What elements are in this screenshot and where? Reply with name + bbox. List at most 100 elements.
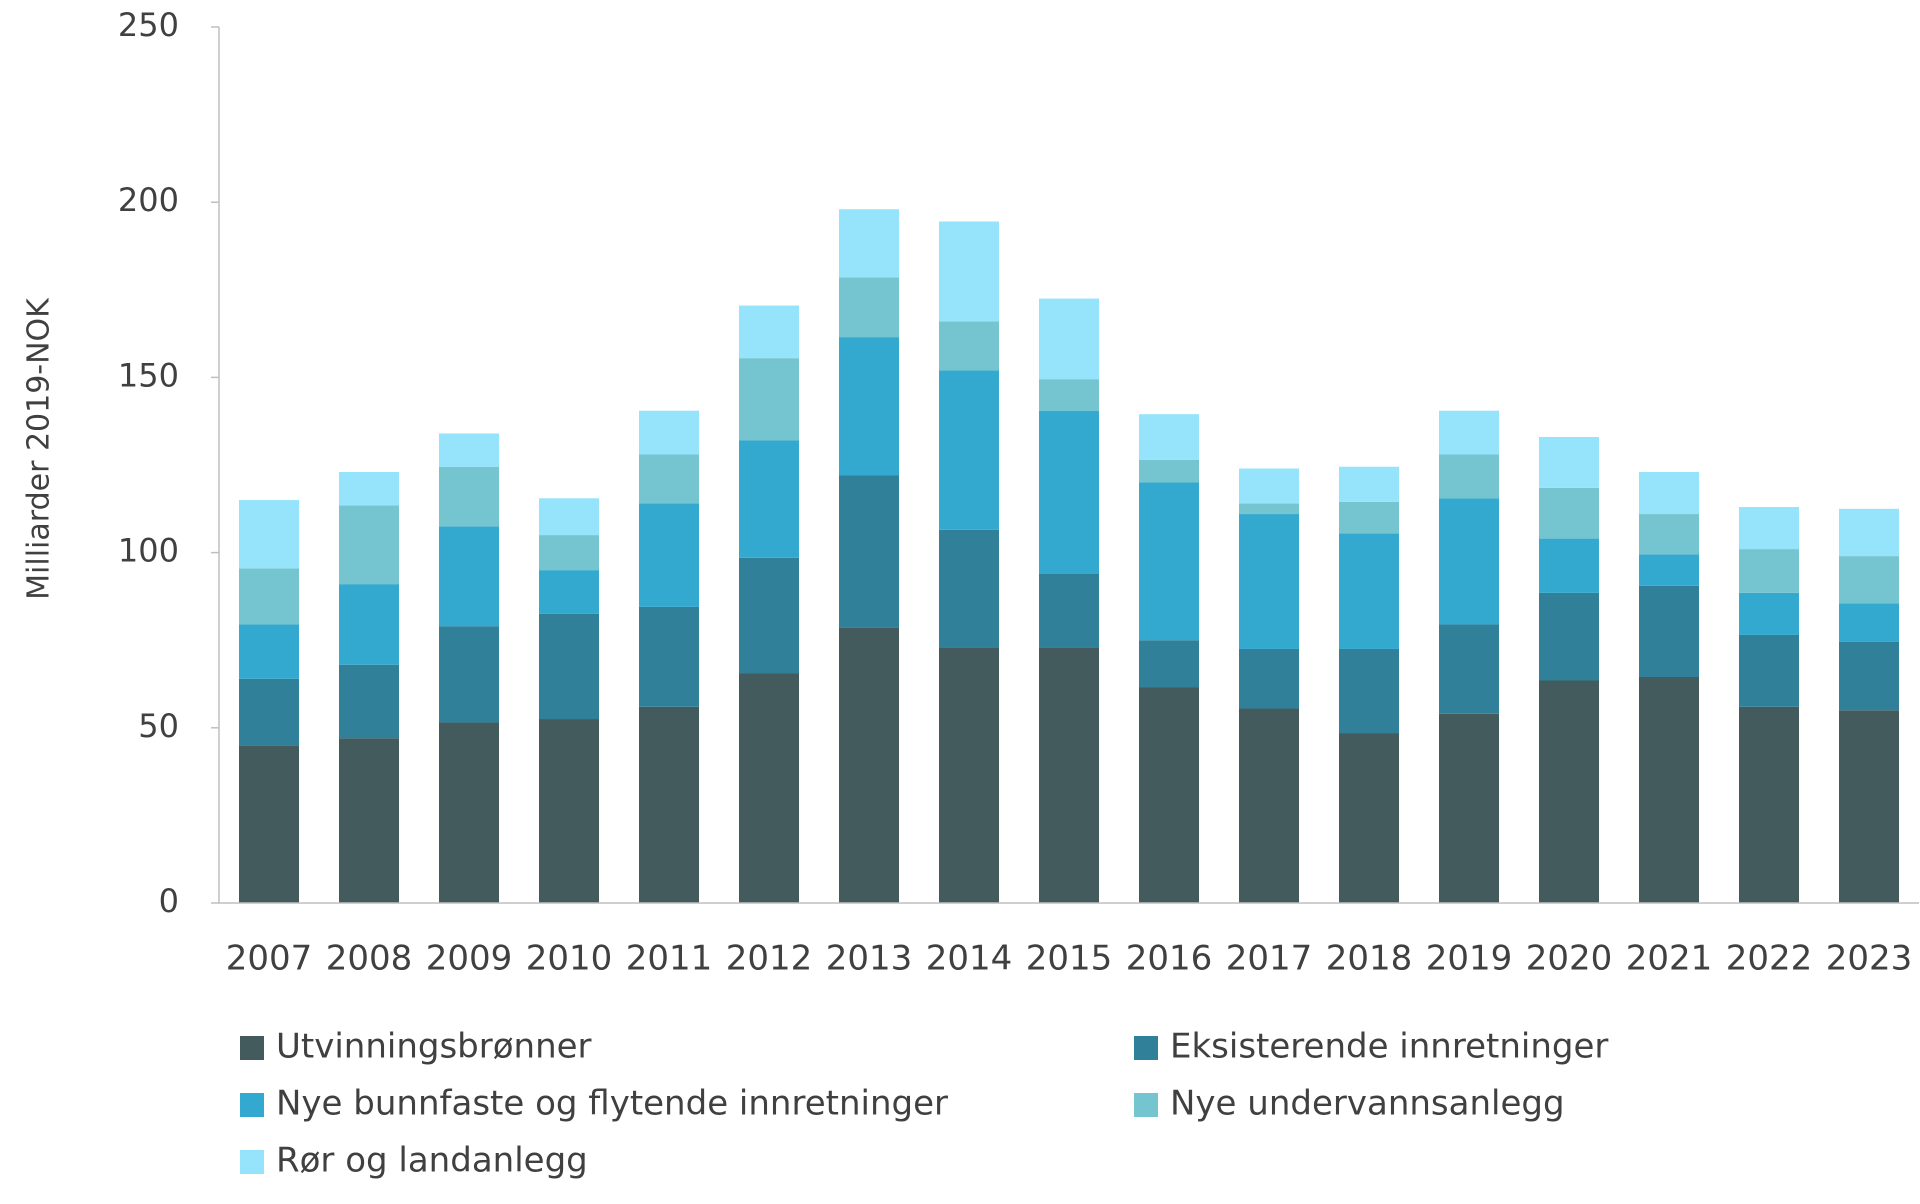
bar-segment: [839, 475, 899, 628]
bar-segment: [1339, 466, 1399, 502]
x-tick-label: 2022: [1726, 939, 1813, 979]
bar-segment: [1739, 634, 1799, 707]
bar-segment: [1439, 410, 1499, 455]
bar-segment: [1039, 647, 1099, 903]
legend-label: Nye bunnfaste og flytende innretninger: [276, 1084, 948, 1124]
y-tick-label: 150: [118, 356, 179, 394]
bar-segment: [939, 370, 999, 530]
bar-segment: [339, 505, 399, 585]
legend-swatch: [240, 1150, 264, 1174]
bar-segment: [539, 570, 599, 614]
bar-segment: [1839, 710, 1899, 903]
bar-segment: [239, 500, 299, 569]
legend-swatch: [240, 1036, 264, 1060]
bar-segment: [1139, 459, 1199, 483]
x-tick-label: 2008: [326, 939, 413, 979]
bar-segment: [1639, 676, 1699, 903]
y-tick-label: 200: [118, 181, 179, 219]
legend-swatch: [1134, 1093, 1158, 1117]
bar-segment: [539, 719, 599, 903]
x-tick-label: 2023: [1826, 939, 1913, 979]
bar-segment: [1539, 538, 1599, 593]
bar-segment: [1639, 514, 1699, 555]
y-tick-label: 0: [159, 882, 179, 920]
bar-segment: [1039, 573, 1099, 648]
bar-segment: [1239, 648, 1299, 709]
x-tick-label: 2020: [1526, 939, 1613, 979]
bar-segment: [1339, 533, 1399, 649]
bar-segment: [239, 624, 299, 679]
bar-segment: [639, 606, 699, 707]
legend-label: Utvinningsbrønner: [276, 1027, 592, 1067]
bar-segment: [1139, 414, 1199, 460]
x-tick-label: 2014: [926, 939, 1013, 979]
x-tick-label: 2007: [226, 939, 313, 979]
x-tick-label: 2015: [1026, 939, 1113, 979]
bar-segment: [1239, 514, 1299, 649]
bar-segment: [1339, 648, 1399, 734]
bar-segment: [939, 321, 999, 371]
x-tick-label: 2011: [626, 939, 713, 979]
bar-segment: [939, 529, 999, 648]
bar-segment: [439, 466, 499, 527]
bar-segment: [1839, 508, 1899, 557]
legend-swatch: [1134, 1036, 1158, 1060]
bar-segment: [1739, 706, 1799, 903]
bar-segment: [439, 433, 499, 467]
bar-segment: [1139, 640, 1199, 688]
x-tick-label: 2018: [1326, 939, 1413, 979]
bar-segment: [639, 706, 699, 903]
bar-segment: [739, 358, 799, 441]
bar-segment: [539, 535, 599, 571]
bar-segment: [839, 337, 899, 476]
x-tick-label: 2019: [1426, 939, 1513, 979]
bar-segment: [239, 745, 299, 903]
bar-segment: [539, 498, 599, 536]
bar-segment: [1639, 585, 1699, 677]
bar-segment: [339, 664, 399, 739]
bar-segment: [439, 722, 499, 903]
bar-segment: [1739, 507, 1799, 550]
bar-segment: [1739, 592, 1799, 635]
bar-segment: [1139, 687, 1199, 903]
x-tick-label: 2013: [826, 939, 913, 979]
bar-segment: [239, 678, 299, 746]
bar-segment: [339, 738, 399, 903]
bar-segment: [1539, 487, 1599, 539]
bar-segment: [1639, 554, 1699, 586]
bar-segment: [1839, 556, 1899, 604]
x-tick-label: 2021: [1626, 939, 1713, 979]
bar-segment: [1239, 708, 1299, 903]
bar-segment: [1539, 436, 1599, 488]
y-axis-title: Milliarder 2019-NOK: [22, 297, 57, 600]
bar-segment: [1839, 641, 1899, 711]
bar-segment: [1539, 680, 1599, 903]
bar-segment: [239, 568, 299, 625]
bar-segment: [539, 613, 599, 720]
bar-segment: [1439, 498, 1499, 625]
bar-segment: [1539, 592, 1599, 681]
bar-segment: [439, 526, 499, 627]
bar-segment: [739, 673, 799, 903]
legend-label: Eksisterende innretninger: [1170, 1027, 1608, 1067]
x-tick-label: 2010: [526, 939, 613, 979]
bar-segment: [839, 277, 899, 338]
bar-segment: [1839, 603, 1899, 642]
x-tick-label: 2016: [1126, 939, 1213, 979]
legend-label: Rør og landanlegg: [276, 1141, 588, 1181]
bar-segment: [839, 209, 899, 278]
bar-segment: [739, 557, 799, 674]
bar-segment: [1239, 503, 1299, 515]
bar-segment: [1439, 624, 1499, 714]
bar-segment: [939, 221, 999, 322]
bar-segment: [639, 454, 699, 504]
legend-label: Nye undervannsanlegg: [1170, 1084, 1565, 1124]
bar-segment: [639, 410, 699, 455]
bar-segment: [1739, 549, 1799, 593]
bar-segment: [1039, 410, 1099, 574]
bar-segment: [339, 472, 399, 506]
x-tick-label: 2009: [426, 939, 513, 979]
bar-segment: [1139, 482, 1199, 641]
